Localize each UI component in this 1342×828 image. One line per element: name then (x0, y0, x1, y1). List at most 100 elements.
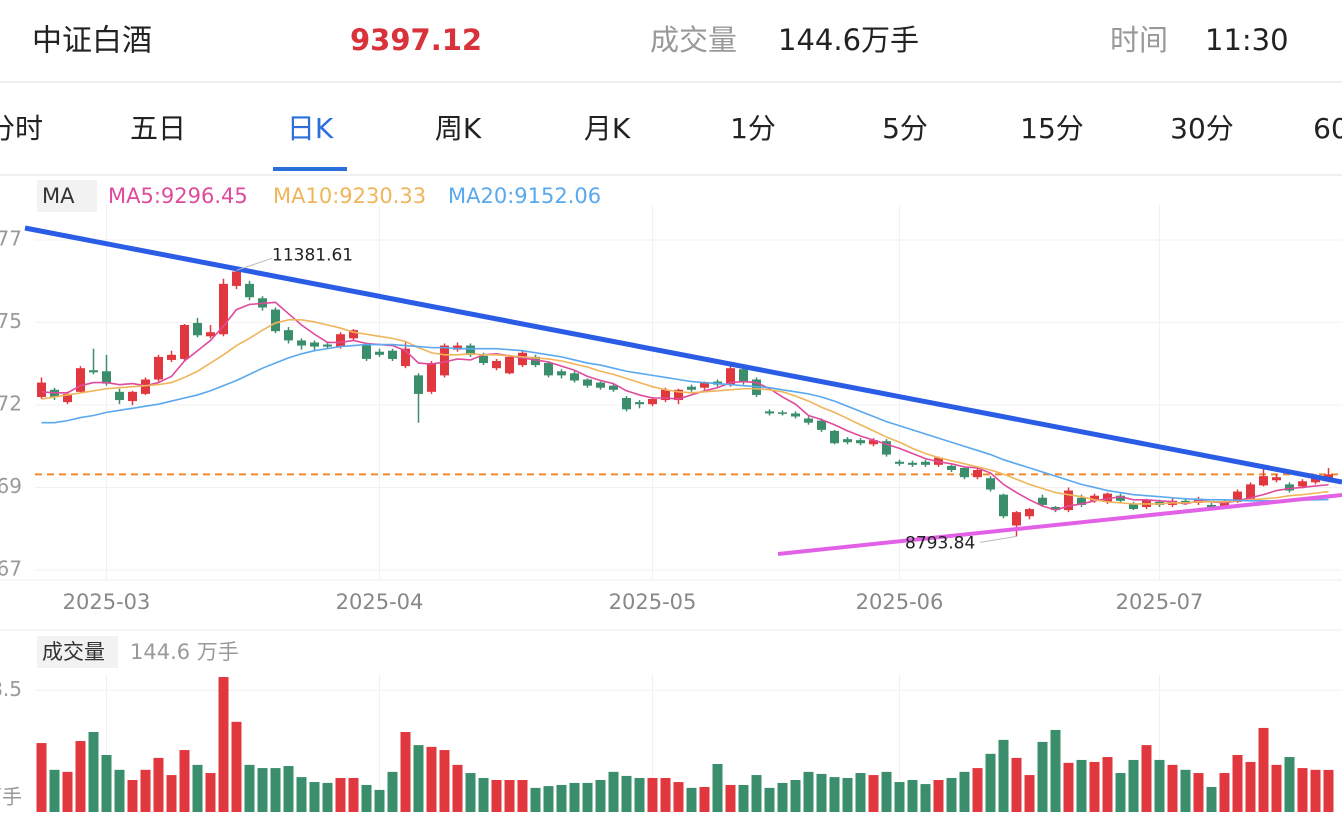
legend-entry: MA20:9152.06 (448, 184, 601, 208)
volume-bar (153, 757, 164, 812)
volume-bar (1050, 729, 1061, 812)
candle-body (427, 363, 436, 392)
candle-body (297, 340, 306, 346)
volume-bar (1128, 759, 1139, 812)
candle-body (1090, 495, 1099, 501)
candle-body (648, 399, 657, 405)
trend-line (24, 225, 1342, 485)
volume-bar (400, 732, 411, 812)
volume-bar (894, 782, 905, 812)
volume-bar (543, 786, 554, 812)
y-tick-label: 11677 (0, 226, 22, 250)
candle-body (479, 355, 488, 364)
volume-bar (413, 745, 424, 812)
tab[interactable]: 1分 (730, 112, 776, 145)
candle-body (440, 345, 449, 376)
x-tick-label: 2025-04 (336, 590, 424, 614)
candle-body (921, 461, 930, 465)
volume-bar (114, 769, 125, 812)
volume-bar (1271, 764, 1282, 812)
legend-entry: MA10:9230.33 (273, 184, 426, 208)
candle-body (843, 439, 852, 443)
volume-bar (907, 780, 918, 812)
volume-bar (972, 768, 983, 812)
volume-bar (439, 750, 450, 812)
volume-bar (465, 773, 476, 812)
volume-bar (829, 777, 840, 812)
tab[interactable]: 月K (584, 112, 631, 145)
candle-body (778, 412, 787, 414)
volume-bar (257, 768, 268, 812)
index-name: 中证白酒 (32, 24, 152, 59)
candle-body (1181, 500, 1190, 503)
candle-body (609, 385, 618, 390)
candle-body (830, 430, 839, 444)
volume-badge (37, 636, 118, 668)
candle-body (466, 345, 475, 355)
candle-body (1272, 477, 1281, 481)
candle-body (596, 382, 605, 388)
labels: 分时 五日 日K 周K 月K 1分 5分 15分 30分 60分 MA MA5:9296.45 MA10… (0, 112, 1342, 809)
volume-bar (946, 777, 957, 812)
volume-bar (179, 750, 190, 812)
tab[interactable]: 分时 (0, 112, 43, 145)
index-price: 9397.12 (350, 23, 482, 57)
candle-body (193, 322, 202, 336)
volume-bar (101, 754, 112, 812)
volume-bar (803, 771, 814, 812)
tab[interactable]: 15分 (1020, 112, 1084, 145)
candle-body (908, 462, 917, 465)
ma-line (41, 343, 1329, 502)
candle-body (206, 332, 215, 337)
low-annotation: 8793.84 (905, 533, 975, 553)
y-tick-label: 9269 (0, 474, 22, 498)
y-tick-label: 10875 (0, 309, 22, 333)
x-tick-label: 2025-07 (1116, 590, 1204, 614)
volume-bar (231, 721, 242, 812)
candle-body (895, 461, 904, 464)
volume-bar (660, 777, 671, 812)
candle-body (726, 368, 735, 385)
volume-bar (322, 782, 333, 812)
volume-bar (88, 732, 99, 812)
candle-body (544, 363, 553, 376)
candle-body (362, 344, 371, 359)
tab[interactable]: 五日 (130, 112, 186, 145)
volume-bar (36, 743, 47, 812)
volume-bar (738, 784, 749, 812)
candle-body (700, 382, 709, 388)
candle-body (1207, 504, 1216, 509)
volume-bar (504, 780, 515, 812)
volume-bar (569, 782, 580, 812)
volume-bar (1206, 786, 1217, 812)
tab[interactable]: 5分 (882, 112, 928, 145)
volume-bar (855, 773, 866, 812)
candle-body (284, 330, 293, 341)
candle-body (635, 402, 644, 405)
candle-body (869, 440, 878, 445)
candle-body (115, 391, 124, 401)
candle-body (492, 360, 501, 369)
candle-body (37, 382, 46, 397)
tab[interactable]: 日K (287, 112, 334, 145)
candle-body (1051, 506, 1060, 511)
candle-body (375, 351, 384, 355)
volume-bar (270, 768, 281, 812)
candle-body (1116, 495, 1125, 501)
candle-body (323, 344, 332, 347)
annotation-leader (236, 257, 273, 271)
volume-bar (842, 777, 853, 812)
candle-body (739, 369, 748, 382)
volume-bar (582, 782, 593, 812)
candle-body (999, 494, 1008, 517)
volume-bar (387, 771, 398, 812)
candle-body (557, 371, 566, 376)
tab[interactable]: 周K (435, 112, 482, 145)
ma-label: MA (42, 184, 75, 208)
tab[interactable]: 30分 (1170, 112, 1234, 145)
y-tick-label: 8467 (0, 557, 22, 581)
tab[interactable]: 60分 (1313, 112, 1342, 145)
volume-tick-label: 418.5 (0, 677, 22, 701)
candle-body (1038, 497, 1047, 505)
